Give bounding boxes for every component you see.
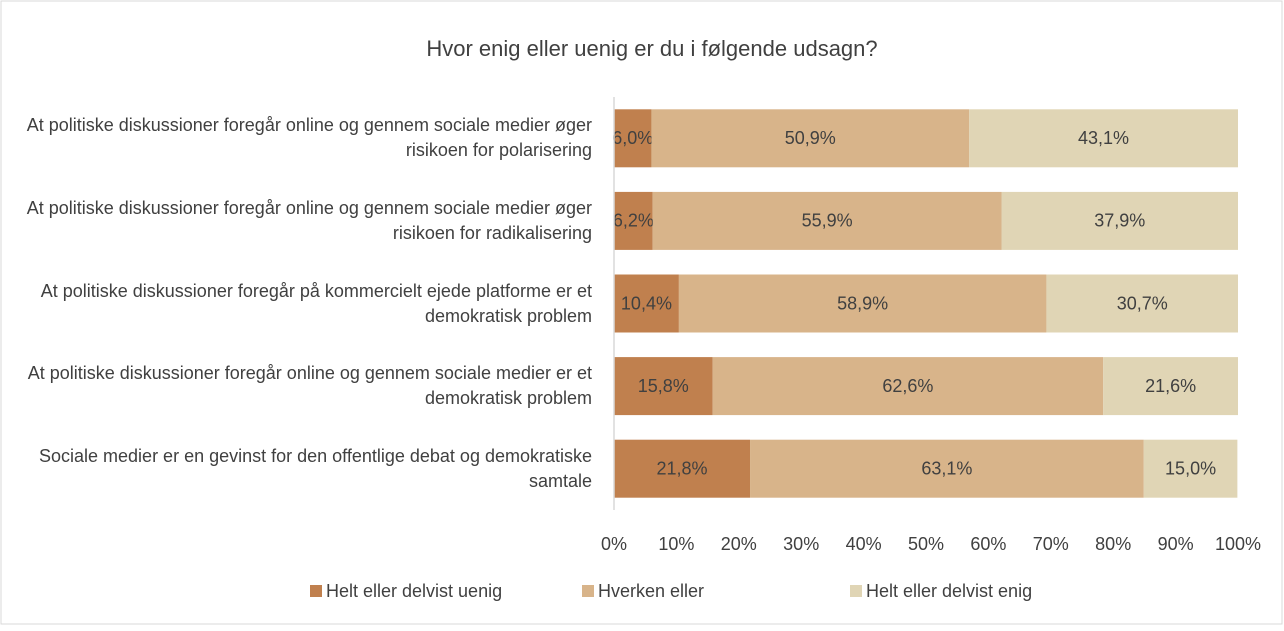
bar-segment — [614, 191, 653, 250]
bar-segment — [712, 357, 1104, 416]
bar-segment — [1001, 191, 1238, 250]
data-label: 58,9% — [837, 293, 888, 313]
x-tick-label: 40% — [846, 534, 882, 554]
data-label: 6,0% — [612, 128, 653, 148]
x-tick-label: 50% — [908, 534, 944, 554]
data-label: 50,9% — [785, 128, 836, 148]
x-tick-label: 90% — [1158, 534, 1194, 554]
category-label-text: At politiske diskussioner foregår online… — [26, 115, 592, 161]
category-label: Sociale medier er en gevinst for den off… — [39, 445, 592, 491]
category-label: At politiske diskussioner foregår online… — [27, 363, 592, 409]
data-label: 63,1% — [921, 458, 972, 478]
legend-label: Helt eller delvist uenig — [326, 581, 502, 601]
x-tick-label: 80% — [1095, 534, 1131, 554]
data-label: 15,0% — [1165, 458, 1216, 478]
legend-swatch — [582, 585, 594, 597]
legend-label: Helt eller delvist enig — [866, 581, 1032, 601]
bar-segment — [1103, 357, 1238, 416]
bar-segment — [614, 439, 751, 498]
bar-segment — [614, 274, 679, 333]
data-label: 30,7% — [1117, 293, 1168, 313]
legend-swatch — [850, 585, 862, 597]
data-label: 6,2% — [613, 211, 654, 231]
bar-segment — [652, 191, 1002, 250]
bar-segment — [614, 109, 652, 168]
legend-label: Hverken eller — [598, 581, 704, 601]
data-label: 21,8% — [656, 458, 707, 478]
data-label: 62,6% — [882, 376, 933, 396]
chart-title: Hvor enig eller uenig er du i følgende u… — [426, 36, 877, 61]
x-tick-label: 100% — [1215, 534, 1261, 554]
x-tick-label: 30% — [783, 534, 819, 554]
x-tick-label: 70% — [1033, 534, 1069, 554]
category-label-text: At politiske diskussioner foregår online… — [27, 363, 592, 409]
category-label: At politiske diskussioner foregår online… — [26, 197, 592, 243]
bar-segment — [750, 439, 1144, 498]
category-label: At politiske diskussioner foregår på kom… — [40, 280, 592, 326]
data-label: 10,4% — [621, 293, 672, 313]
data-label: 43,1% — [1078, 128, 1129, 148]
legend-swatch — [310, 585, 322, 597]
category-label-text: At politiske diskussioner foregår på kom… — [40, 280, 592, 326]
x-tick-label: 10% — [658, 534, 694, 554]
x-tick-label: 0% — [601, 534, 627, 554]
category-label-text: Sociale medier er en gevinst for den off… — [39, 445, 592, 491]
bar-segment — [1046, 274, 1238, 333]
data-label: 15,8% — [638, 376, 689, 396]
x-tick-label: 60% — [970, 534, 1006, 554]
category-label-text: At politiske diskussioner foregår online… — [26, 197, 592, 243]
category-label: At politiske diskussioner foregår online… — [26, 115, 592, 161]
data-label: 55,9% — [802, 211, 853, 231]
bar-segment — [969, 109, 1238, 168]
bar-segment — [614, 357, 713, 416]
data-label: 37,9% — [1094, 211, 1145, 231]
bar-segment — [678, 274, 1047, 333]
bar-segment — [1143, 439, 1238, 498]
data-label: 21,6% — [1145, 376, 1196, 396]
bar-segment — [651, 109, 970, 168]
x-tick-label: 20% — [721, 534, 757, 554]
